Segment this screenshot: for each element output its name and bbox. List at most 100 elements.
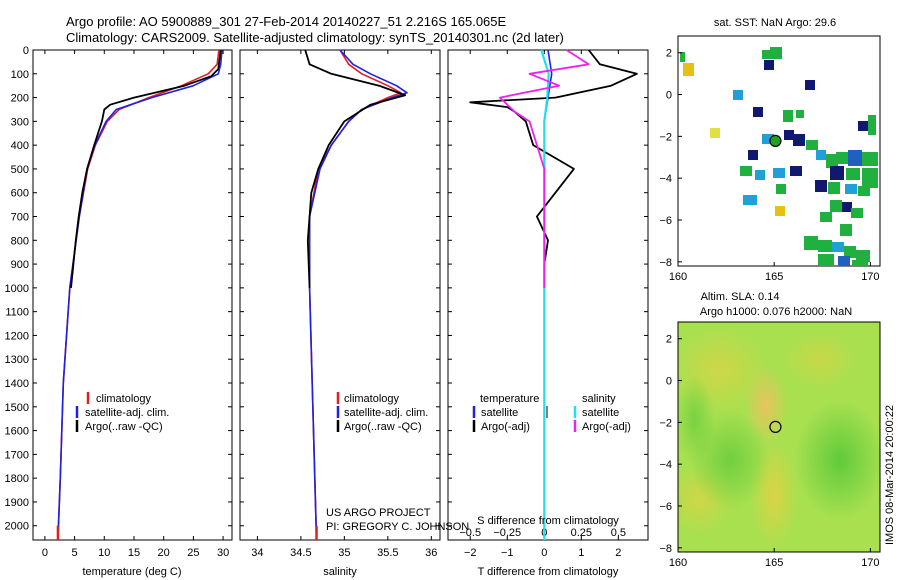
salinity-panel bbox=[239, 49, 441, 541]
imos-timestamp: IMOS 08-Mar-2014 20:00:22 bbox=[884, 405, 896, 545]
sst-map-cells bbox=[680, 47, 878, 266]
sst-cell bbox=[805, 80, 815, 90]
x-tick-label: 10 bbox=[98, 547, 110, 559]
depth-tick-label: 300 bbox=[11, 116, 29, 128]
map-y-tick-label: −4 bbox=[659, 173, 672, 185]
sst-cell bbox=[858, 121, 868, 131]
map-y-tick-label: −4 bbox=[659, 459, 672, 471]
depth-tick-label: 1500 bbox=[5, 402, 29, 414]
sst-cell bbox=[806, 140, 818, 150]
series-line-argo-raw-qc- bbox=[70, 49, 222, 288]
credit-pi: PI: GREGORY C. JOHNSON bbox=[326, 521, 469, 533]
x-tick-label: 1 bbox=[578, 547, 584, 559]
s-tick-label: −0.25 bbox=[493, 527, 521, 539]
sst-cell bbox=[830, 166, 844, 180]
map-y-tick-label: −2 bbox=[659, 131, 672, 143]
map-x-tick-label: 170 bbox=[861, 557, 879, 569]
sst-cell bbox=[710, 128, 720, 138]
depth-tick-label: 1800 bbox=[5, 473, 29, 485]
depth-tick-label: 200 bbox=[11, 93, 29, 105]
series-line-satellite-adj-clim- bbox=[57, 49, 223, 541]
depth-tick-label: 1600 bbox=[5, 426, 29, 438]
depth-tick-label: 2000 bbox=[5, 521, 29, 533]
sla-float-marker bbox=[769, 420, 782, 433]
sst-cell bbox=[783, 110, 793, 122]
legend-argo: Argo(..raw -QC) bbox=[344, 421, 422, 433]
legend-climatology: climatology bbox=[96, 393, 152, 405]
sst-cell bbox=[683, 63, 694, 76]
sst-cell bbox=[868, 115, 876, 135]
salinity-series bbox=[304, 49, 408, 541]
temperature-xlabel: temperature (deg C) bbox=[82, 566, 181, 578]
sst-cell bbox=[838, 256, 850, 266]
temperature-legend: climatology satellite-adj. clim. Argo(..… bbox=[75, 392, 169, 433]
sla-field bbox=[678, 322, 880, 552]
x-tick-label: 25 bbox=[187, 547, 199, 559]
sst-cell bbox=[830, 200, 842, 212]
x-tick-label: −2 bbox=[464, 547, 477, 559]
sst-cell bbox=[848, 150, 862, 166]
legend-s-argo: Argo(-adj) bbox=[582, 421, 631, 433]
x-tick-label: 2 bbox=[615, 547, 621, 559]
s-tick-label: −0.5 bbox=[459, 527, 481, 539]
depth-tick-label: 400 bbox=[11, 140, 29, 152]
temperature-x-axis: 0 5 10 15 20 25 30 bbox=[42, 50, 229, 559]
sst-cell bbox=[818, 240, 832, 252]
legend-t-satellite: satellite bbox=[481, 407, 518, 419]
temperature-panel bbox=[32, 49, 233, 541]
map-y-tick-label: −2 bbox=[659, 417, 672, 429]
map-x-tick-label: 160 bbox=[669, 271, 687, 283]
series-line-climatology bbox=[57, 49, 220, 541]
sst-cell bbox=[828, 182, 840, 194]
sla-map-title: Altim. SLA: 0.14 bbox=[701, 291, 780, 303]
sst-cell bbox=[832, 242, 844, 252]
sst-map-title: sat. SST: NaN Argo: 29.6 bbox=[714, 17, 836, 29]
legend-argo: Argo(..raw -QC) bbox=[85, 421, 163, 433]
sst-cell bbox=[753, 107, 763, 117]
sst-map-axes: 160 165 170 2 0 −2 −4 −6 −8 bbox=[659, 48, 879, 283]
climatology-title: Climatology: CARS2009. Satellite-adjuste… bbox=[66, 30, 564, 45]
salinity-x-axis: 34 34.5 35 35.5 36 bbox=[251, 50, 437, 559]
depth-tick-label: 1200 bbox=[5, 330, 29, 342]
map-y-tick-label: −8 bbox=[659, 257, 672, 269]
profile-title: Argo profile: AO 5900889_301 27-Feb-2014… bbox=[66, 14, 507, 29]
sst-cell bbox=[818, 254, 834, 266]
sst-cell bbox=[776, 184, 786, 194]
depth-tick-label: 1100 bbox=[5, 307, 29, 319]
temperature-series bbox=[56, 49, 223, 541]
sst-cell bbox=[796, 110, 804, 118]
credit-project: US ARGO PROJECT bbox=[326, 507, 431, 519]
series-line-satellite-adj-clim- bbox=[308, 49, 408, 541]
legend-t-argo: Argo(-adj) bbox=[481, 421, 530, 433]
sst-float-marker bbox=[769, 134, 782, 147]
x-tick-label: 5 bbox=[72, 547, 78, 559]
legend-s-satellite: satellite bbox=[582, 407, 619, 419]
x-tick-label: 34.5 bbox=[290, 547, 311, 559]
map-y-tick-label: 2 bbox=[666, 334, 672, 346]
sst-cell bbox=[836, 152, 850, 164]
sst-cell bbox=[762, 50, 771, 59]
s-difference-label: S difference from climatology bbox=[477, 515, 619, 527]
depth-tick-label: 500 bbox=[11, 164, 29, 176]
map-y-tick-label: −8 bbox=[659, 543, 672, 555]
sst-cell bbox=[748, 150, 758, 160]
depth-axis: 0 100 200 300 400 500 600 700 800 900 1000 1100 1200… bbox=[5, 45, 648, 533]
series-line-temperature-argo-adj- bbox=[469, 49, 638, 288]
sst-cell bbox=[851, 208, 863, 218]
sst-cell bbox=[775, 206, 785, 216]
sst-cell bbox=[790, 166, 802, 176]
legend-satellite: satellite-adj. clim. bbox=[85, 407, 169, 419]
legend-satellite: satellite-adj. clim. bbox=[344, 407, 428, 419]
difference-x-axis: −2 −1 0 1 2−0.5 −0.25 0 0.25 0.5 bbox=[459, 50, 626, 559]
depth-tick-label: 0 bbox=[23, 45, 29, 57]
legend-temperature-title: temperature bbox=[480, 393, 539, 405]
sst-cell bbox=[844, 246, 856, 258]
sst-cell bbox=[845, 184, 857, 194]
sst-cell bbox=[852, 260, 868, 266]
legend-climatology: climatology bbox=[344, 393, 400, 405]
depth-tick-label: 1000 bbox=[5, 283, 29, 295]
sla-patch bbox=[795, 400, 880, 520]
legend-salinity-title: salinity bbox=[582, 393, 616, 405]
depth-tick-label: 1700 bbox=[5, 449, 29, 461]
